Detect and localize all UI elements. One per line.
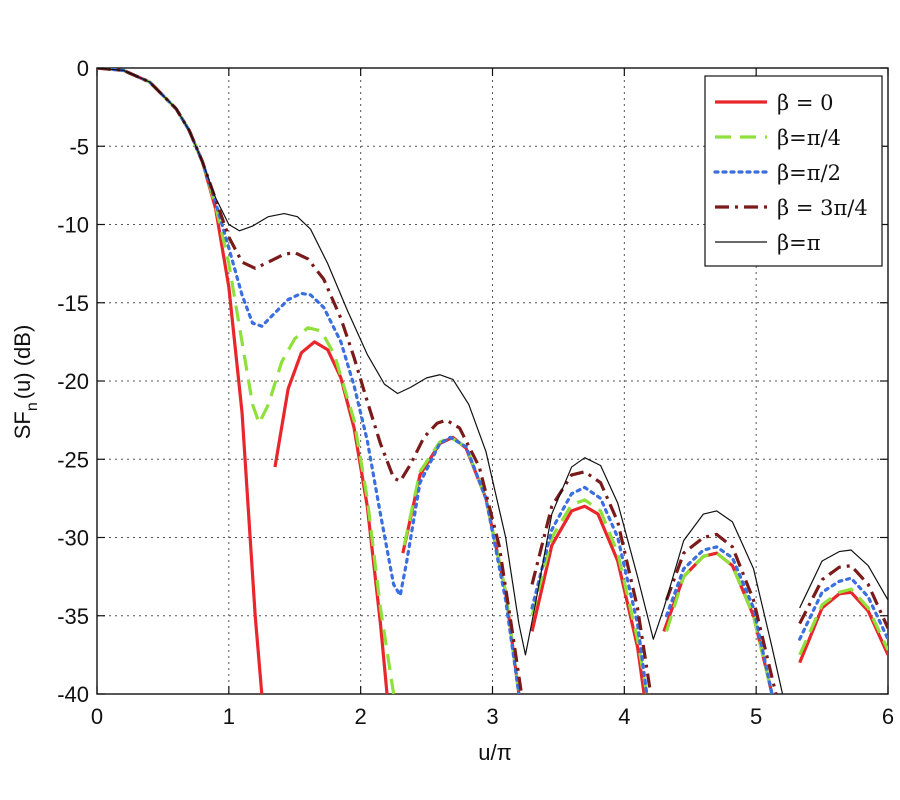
x-tick-labels: 0 1 2 3 4 5 6 [91, 704, 894, 729]
series-line-3 [97, 68, 888, 694]
y-tick-label: -20 [57, 369, 89, 394]
legend-label: β = 3π/4 [777, 196, 868, 220]
legend: β = 0 β=π/4 β=π/2 β = 3π/4 β=π [704, 75, 883, 267]
legend-label: β=π/4 [777, 126, 841, 150]
x-tick-label: 6 [882, 704, 894, 729]
legend-label: β=π/2 [777, 161, 841, 185]
legend-label: β=π [777, 231, 821, 255]
y-axis-label: SFn (u) (dB) [10, 325, 41, 440]
series-line-5 [97, 68, 888, 694]
y-tick-label: -25 [57, 447, 89, 472]
y-tick-label: -15 [57, 291, 89, 316]
x-tick-label: 0 [91, 704, 103, 729]
plot-frame [96, 67, 889, 695]
y-tick-label: 0 [77, 56, 89, 81]
series-lines [97, 68, 888, 694]
y-tick-label: -30 [57, 526, 89, 551]
y-axis-label-main: SF [10, 411, 35, 439]
y-tick-label: -40 [57, 682, 89, 707]
x-tick-label: 1 [223, 704, 235, 729]
series-line-4 [97, 68, 888, 694]
y-tick-labels: 0 -5 -10 -15 -20 -25 -30 -35 -40 [57, 56, 89, 707]
y-tick-label: -35 [57, 604, 89, 629]
y-tick-label: -10 [57, 213, 89, 238]
y-axis-label-rest: (u) (dB) [10, 325, 35, 400]
x-axis-label: u/π [478, 740, 512, 765]
x-tick-label: 4 [618, 704, 630, 729]
y-axis-label-subscript: n [24, 402, 41, 411]
x-tick-label: 3 [486, 704, 498, 729]
x-tick-label: 5 [750, 704, 762, 729]
y-tick-label: -5 [69, 134, 89, 159]
x-tick-label: 2 [355, 704, 367, 729]
legend-label: β = 0 [777, 91, 833, 115]
